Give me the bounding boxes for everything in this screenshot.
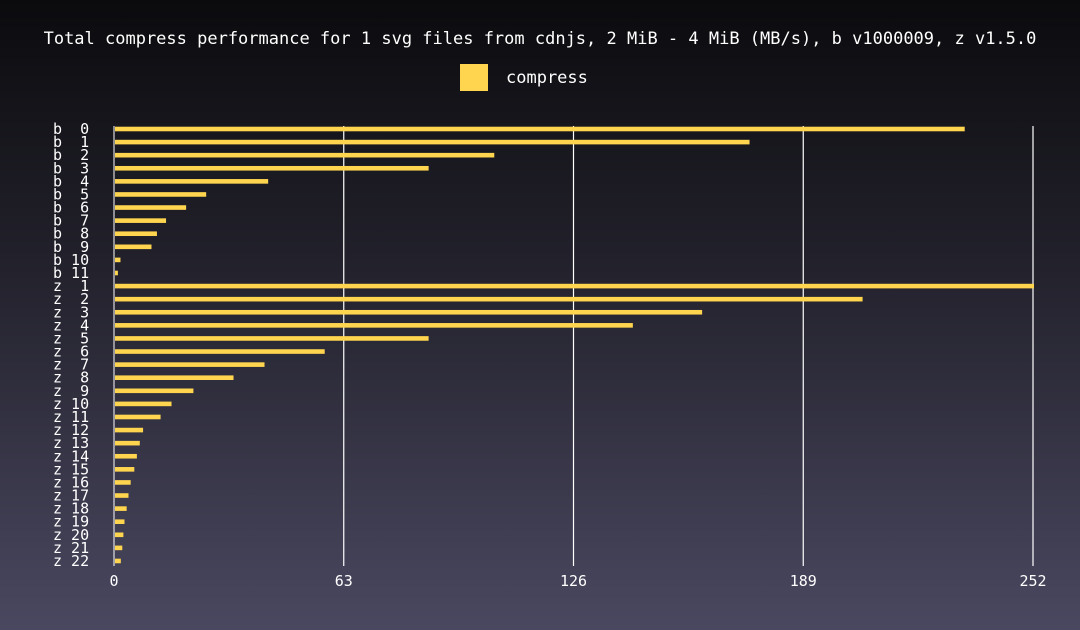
category-label: z 22 [53,552,89,570]
bar [115,283,1034,289]
bar [115,323,633,328]
bar [115,349,325,354]
category-label: b 11 [53,264,89,282]
category-label: z 3 [53,303,89,321]
category-label: z 19 [53,513,89,531]
bar [115,558,121,564]
category-label: z 14 [53,447,89,465]
legend-swatch [460,64,488,91]
category-label: b 0 [53,120,89,138]
bar [115,257,121,263]
bar [115,218,167,223]
category-label: z 11 [53,408,89,426]
bar [115,179,269,184]
bar [115,401,172,407]
category-label: z 8 [53,369,89,387]
bar [115,231,157,237]
bar [115,467,135,472]
category-label: b 6 [53,199,89,217]
bar [115,139,750,145]
bar [115,493,129,498]
category-label: z 5 [53,329,89,347]
chart-title: Total compress performance for 1 svg fil… [43,29,1037,49]
bar [115,192,207,197]
x-tick-label: 252 [1019,572,1046,590]
bar [115,453,137,459]
category-label: z 2 [53,290,89,308]
bar [115,309,703,315]
bar [115,244,152,250]
bar [115,519,125,524]
bar [115,336,429,341]
bar [115,506,127,511]
category-label: z 13 [53,434,89,452]
legend-label: compress [506,67,588,88]
bar [115,126,965,132]
x-tick-label: 126 [560,572,587,590]
bar [115,362,265,367]
category-label: b 2 [53,146,89,164]
bar [115,388,194,394]
category-label: z 20 [53,526,89,544]
category-label: z 18 [53,500,89,518]
bar [115,270,118,276]
bar [115,427,144,433]
category-label: b 1 [53,133,89,151]
category-label: z 12 [53,421,89,439]
category-label: b 5 [53,185,89,203]
category-label: z 21 [53,539,89,557]
category-label: b 7 [53,212,89,230]
x-tick-label: 189 [790,572,817,590]
category-label: b 8 [53,225,89,243]
category-label: z 10 [53,395,89,413]
category-label: z 17 [53,487,89,505]
bar [115,375,234,381]
category-label: b 10 [53,251,89,269]
bar [115,296,863,302]
bar [115,480,131,485]
bar [115,165,429,171]
bar [115,532,124,538]
category-label: b 3 [53,159,89,177]
category-label: z 16 [53,473,89,491]
bar [115,152,495,158]
bar [115,545,123,551]
category-label: z 6 [53,343,89,361]
bar [115,440,140,446]
legend: compress [460,64,588,91]
category-label: z 9 [53,382,89,400]
category-label: z 4 [53,316,89,334]
x-tick-label: 0 [109,572,118,590]
x-tick-label: 63 [335,572,353,590]
category-label: b 9 [53,238,89,256]
category-label: z 7 [53,356,89,374]
category-label: z 15 [53,460,89,478]
category-label: b 4 [53,172,89,190]
bar [115,414,161,420]
bar [115,205,187,210]
category-label: z 1 [53,277,89,295]
